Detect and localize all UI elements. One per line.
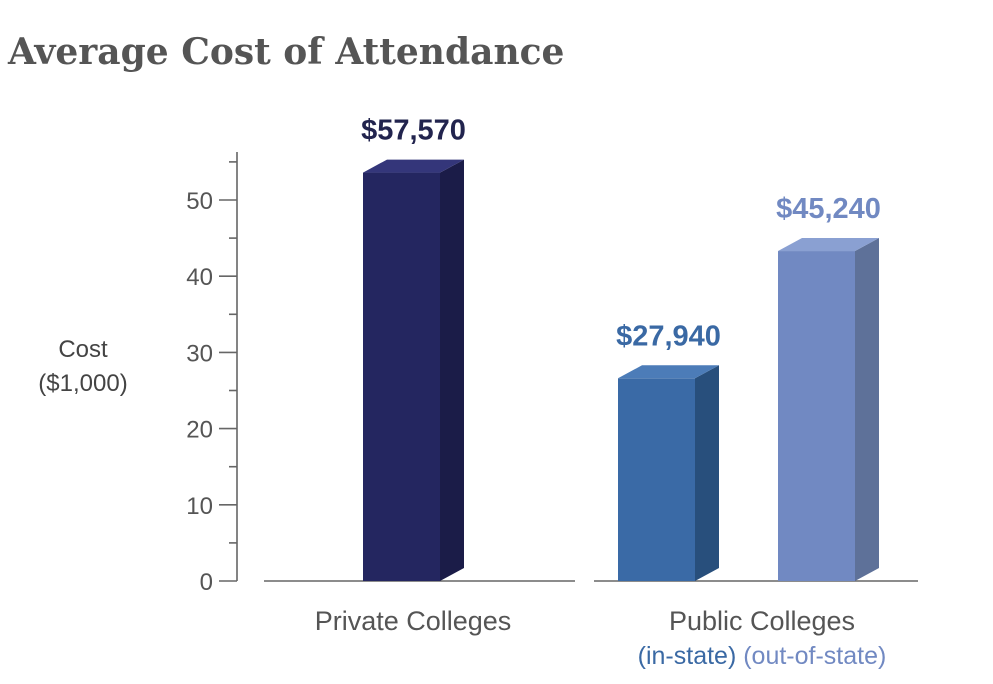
bar-side <box>695 365 719 581</box>
x-group-sublabel: (in-state) (out-of-state) <box>638 642 887 670</box>
y-tick-label: 30 <box>186 340 213 367</box>
bar <box>363 172 440 581</box>
chart-title: Average Cost of Attendance <box>7 31 564 73</box>
y-tick-label: 10 <box>186 493 213 520</box>
y-axis-label-line-2: ($1,000) <box>38 370 127 397</box>
bar-value-label: $45,240 <box>776 193 881 225</box>
bar <box>778 251 855 581</box>
x-group-sublabel-part: (out-of-state) <box>736 642 886 670</box>
y-tick-label: 20 <box>186 417 213 444</box>
x-group-sublabel-part: (in-state) <box>638 642 737 670</box>
y-tick-label: 50 <box>186 188 213 215</box>
bar-value-label: $57,570 <box>361 115 466 147</box>
bar-side <box>440 159 464 581</box>
bar <box>618 378 695 581</box>
y-tick-label: 0 <box>200 569 213 596</box>
y-tick-label: 40 <box>186 264 213 291</box>
bar-value-label: $27,940 <box>616 320 721 352</box>
x-group-label: Private Colleges <box>315 606 512 636</box>
bar-top <box>618 365 719 379</box>
y-axis-label-line-1: Cost <box>58 336 108 363</box>
bar-side <box>855 238 879 581</box>
bar-top <box>363 159 464 173</box>
plot-area: 0 10 20 30 40 50 $57,570 $27,940 $45,240 Private … <box>186 115 918 670</box>
bar-top <box>778 238 879 252</box>
x-group-label: Public Colleges <box>669 606 855 636</box>
